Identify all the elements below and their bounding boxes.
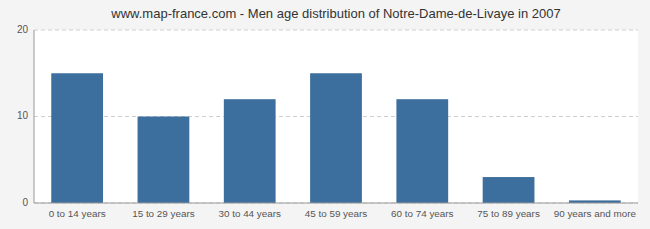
bar <box>224 99 276 203</box>
x-tick-label: 15 to 29 years <box>132 208 195 219</box>
grid-line <box>34 30 638 31</box>
x-tick-label: 75 to 89 years <box>477 208 540 219</box>
bar <box>483 177 535 203</box>
chart-title: www.map-france.com - Men age distributio… <box>110 6 560 21</box>
chart-container: 0 10 20 0 to 14 years 15 to 29 years 30 to 44… <box>0 0 650 229</box>
x-axis-line <box>34 203 638 204</box>
bar <box>138 117 190 204</box>
y-axis-line <box>34 30 35 203</box>
plot-background <box>34 30 638 203</box>
x-tick-label: 30 to 44 years <box>218 208 281 219</box>
chart-svg: 0 10 20 0 to 14 years 15 to 29 years 30 to 44… <box>0 0 650 229</box>
y-tick-label: 10 <box>17 110 29 121</box>
x-tick-label: 0 to 14 years <box>49 208 106 219</box>
page: {"chart_data": {"type": "bar", "title": … <box>0 0 650 229</box>
y-tick-label: 0 <box>22 197 28 208</box>
grid-line <box>34 203 638 204</box>
x-tick-label: 60 to 74 years <box>391 208 454 219</box>
x-tick-label: 45 to 59 years <box>305 208 368 219</box>
bar <box>396 99 448 203</box>
y-tick-label: 20 <box>17 24 29 35</box>
x-tick-label: 90 years and more <box>554 208 637 219</box>
bars <box>51 73 620 203</box>
bar <box>51 73 103 203</box>
grid <box>34 30 638 203</box>
bar <box>310 73 362 203</box>
